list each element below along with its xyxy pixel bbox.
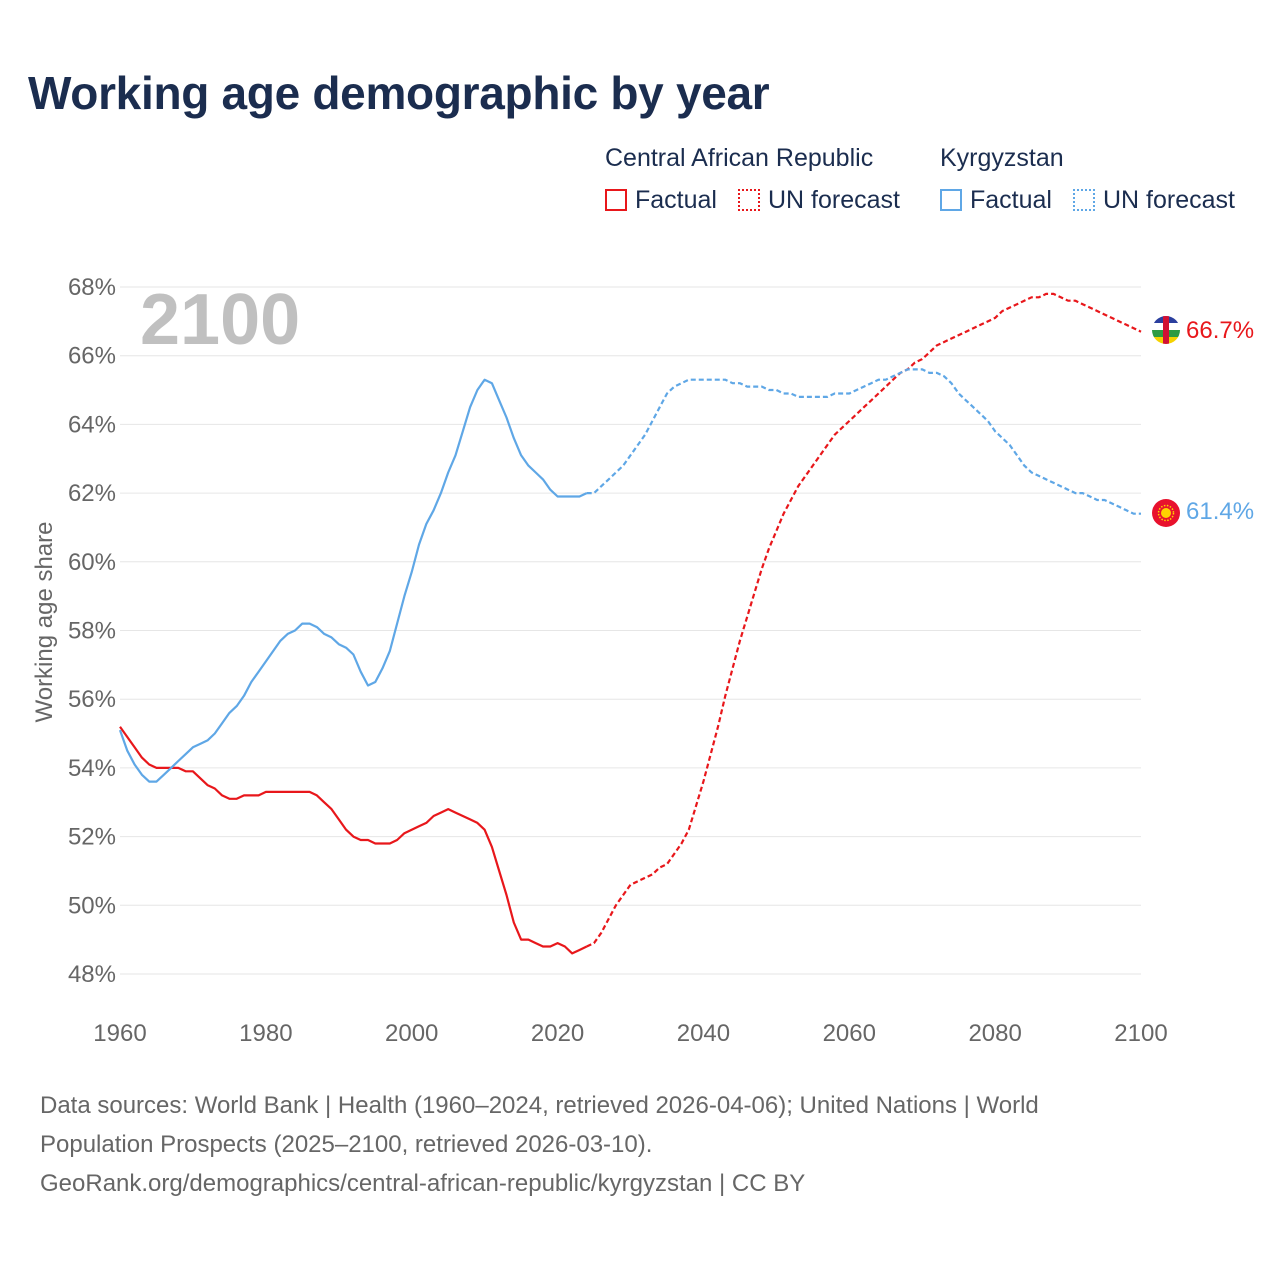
kyrgyzstan-factual-line[interactable] bbox=[118, 378, 588, 783]
y-axis-ticks: 48% 50% 52% 54% 56% 58% 60% 62% 64% 66% 68% bbox=[68, 274, 116, 988]
y-tick-label: 60% bbox=[68, 549, 116, 576]
y-tick-label: 66% bbox=[68, 343, 116, 370]
x-tick-label: 1980 bbox=[239, 1020, 292, 1047]
legend-kgz-forecast[interactable]: UN forecast bbox=[1073, 185, 1235, 215]
y-tick-label: 52% bbox=[68, 824, 116, 851]
x-tick-label: 2060 bbox=[823, 1020, 876, 1047]
x-tick-label: 2020 bbox=[531, 1020, 584, 1047]
line-chart: 48%50%52%54%56%58%60%62%64%66%68% 1960 19… bbox=[31, 274, 1254, 1047]
year-overlay: 2100 bbox=[140, 280, 300, 360]
source-line-1: Data sources: World Bank | Health (1960–… bbox=[40, 1092, 1039, 1119]
car-flag-icon bbox=[1152, 316, 1180, 344]
kyrgyzstan-end-value-label: 61.4% bbox=[1186, 498, 1254, 525]
y-tick-label: 48% bbox=[68, 961, 116, 988]
series-lines bbox=[118, 292, 1142, 955]
car-factual-line[interactable] bbox=[119, 726, 588, 955]
x-tick-label: 2000 bbox=[385, 1020, 438, 1047]
y-tick-label: 64% bbox=[68, 411, 116, 438]
legend-kgz-factual-swatch bbox=[940, 189, 962, 211]
legend-car-factual-label: Factual bbox=[635, 185, 717, 214]
x-tick-label: 2040 bbox=[677, 1020, 730, 1047]
legend-car-forecast-swatch bbox=[738, 189, 760, 211]
chart-title: Working age demographic by year bbox=[28, 67, 770, 119]
x-tick-label: 1960 bbox=[93, 1020, 146, 1047]
y-tick-label: 50% bbox=[68, 892, 116, 919]
legend-kgz-factual-label: Factual bbox=[970, 185, 1052, 214]
source-note: Data sources: World Bank | Health (1960–… bbox=[40, 1086, 1240, 1203]
y-tick-label: 68% bbox=[68, 274, 116, 301]
legend-kgz-forecast-swatch bbox=[1073, 189, 1095, 211]
x-tick-label: 2100 bbox=[1114, 1020, 1167, 1047]
legend-car-factual-swatch bbox=[605, 189, 627, 211]
kyrgyzstan-flag-icon bbox=[1152, 499, 1180, 527]
source-line-2: Population Prospects (2025–2100, retriev… bbox=[40, 1131, 653, 1158]
y-tick-label: 62% bbox=[68, 480, 116, 507]
legend-kgz-forecast-label: UN forecast bbox=[1103, 185, 1235, 214]
legend-car-factual[interactable]: Factual bbox=[605, 185, 717, 215]
legend-car-forecast[interactable]: UN forecast bbox=[738, 185, 900, 215]
source-line-3[interactable]: GeoRank.org/demographics/central-african… bbox=[40, 1170, 806, 1197]
legend-group-kyrgyzstan: Kyrgyzstan bbox=[940, 144, 1064, 172]
kyrgyzstan-forecast-line[interactable] bbox=[586, 368, 1141, 515]
y-tick-label: 54% bbox=[68, 755, 116, 782]
legend-group-central-african-republic: Central African Republic bbox=[605, 144, 874, 172]
y-tick-label: 58% bbox=[68, 618, 116, 645]
car-end-value-label: 66.7% bbox=[1186, 317, 1254, 344]
grid-lines bbox=[120, 286, 1141, 975]
legend-kgz-factual[interactable]: Factual bbox=[940, 185, 1052, 215]
x-axis-ticks: 1960 1980 2000 2020 2040 2060 2080 2100 bbox=[93, 1020, 1167, 1047]
car-forecast-line[interactable] bbox=[586, 292, 1142, 948]
legend-car-forecast-label: UN forecast bbox=[768, 185, 900, 214]
y-axis-label: Working age share bbox=[31, 522, 58, 723]
x-tick-label: 2080 bbox=[968, 1020, 1021, 1047]
y-tick-label: 56% bbox=[68, 686, 116, 713]
